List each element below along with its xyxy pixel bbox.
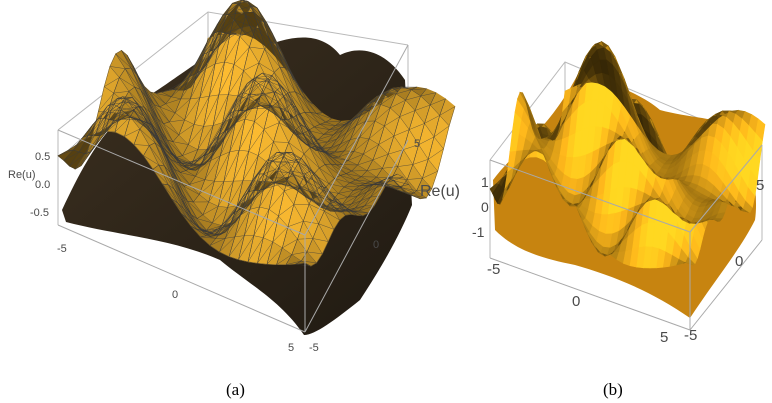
mesh-triangle [226, 0, 243, 14]
panel-a-ytick-0: -5 [309, 342, 319, 354]
panel-b-box-front-top-left [489, 159, 691, 233]
panel-a-box-front-left [57, 224, 306, 333]
panel-b-zlabel: Re(u) [420, 183, 460, 200]
panel-b-ztick-1: 0 [481, 199, 489, 215]
panel-a-zlabel: Re(u) [8, 169, 36, 181]
panel-a: Re(u) 0.5 0.0 -0.5 -5 0 5 -5 0 5 (a) [8, 0, 456, 399]
panel-a-box-front-top-right [304, 44, 409, 236]
panel-a-ztick-2: -0.5 [30, 207, 49, 219]
panel-a-box-front-top-left [57, 129, 306, 236]
panel-b-xtick-1: 0 [572, 293, 580, 310]
panel-b-ytick-2: 5 [756, 177, 764, 194]
panel-a-ztick-1: 0.0 [35, 179, 50, 191]
panel-b-xtick-2: 5 [660, 329, 668, 346]
panel-b-surface [489, 40, 766, 269]
panel-a-ytick-1: 0 [373, 239, 379, 251]
panel-a-caption: (a) [226, 380, 245, 399]
mesh-triangle [439, 98, 456, 127]
panel-b-ytick-1: 0 [735, 253, 743, 270]
panel-b-box-front-top-right [689, 144, 763, 233]
surface-facet [755, 118, 766, 141]
panel-b: Re(u) 1 0 -1 -5 0 5 -5 0 5 (b) [420, 40, 766, 399]
panel-a-xtick-1: 0 [172, 289, 178, 301]
panel-b-xtick-0: -5 [487, 261, 500, 278]
panel-a-ztick-0: 0.5 [35, 151, 50, 163]
panel-b-box-front-left [489, 257, 691, 331]
panel-a-mesh [57, 0, 456, 267]
panel-b-caption: (b) [603, 380, 623, 399]
panel-a-xtick-2: 5 [288, 342, 294, 354]
panel-a-xtick-0: -5 [57, 243, 67, 255]
panel-b-box-front-right [689, 239, 763, 331]
panel-b-ztick-0: 1 [481, 174, 489, 190]
panel-a-ytick-2: 5 [414, 138, 420, 150]
panel-a-box-front-right [304, 139, 409, 333]
panel-b-ztick-2: -1 [472, 224, 485, 240]
panel-b-ytick-0: -5 [684, 327, 697, 344]
